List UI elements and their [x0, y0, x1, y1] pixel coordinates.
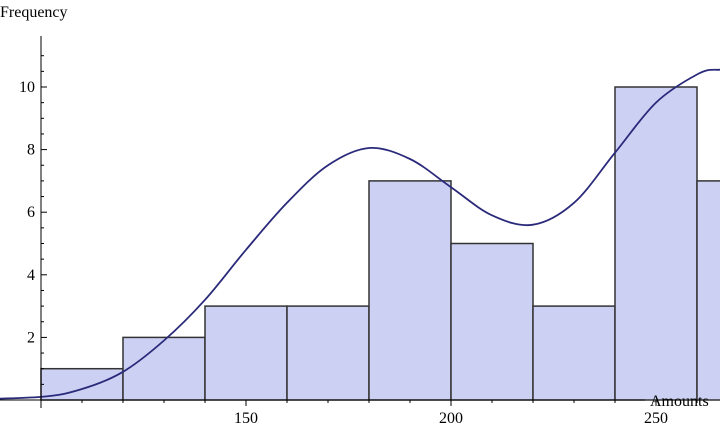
bar-240-260	[614, 86, 698, 401]
histogram-bars	[40, 86, 720, 401]
y-tick-label-8: 8	[27, 142, 35, 159]
x-axis-title: Amounts	[650, 393, 709, 410]
bar-140-160	[204, 305, 288, 401]
bar-160-180	[286, 305, 370, 401]
y-axis-title: Frequency	[0, 4, 68, 21]
bar-120-140	[122, 336, 206, 401]
y-tick-label-4: 4	[27, 267, 35, 284]
y-tick-label-10: 10	[19, 79, 35, 96]
x-tick-label-250: 250	[644, 410, 668, 427]
y-ticks: 2 4 6 8 10	[19, 55, 47, 385]
y-tick-label-2: 2	[27, 329, 35, 346]
bar-200-220	[450, 242, 534, 401]
density-curve	[0, 68, 720, 400]
bar-220-240	[532, 305, 616, 401]
x-ticks: 150200250300350	[81, 400, 698, 427]
x-tick-label-150: 150	[234, 410, 258, 427]
x-tick-label-200: 200	[439, 410, 463, 427]
y-tick-label-6: 6	[27, 204, 35, 221]
bar-180-200	[368, 180, 452, 401]
bar-260-280	[696, 180, 720, 401]
